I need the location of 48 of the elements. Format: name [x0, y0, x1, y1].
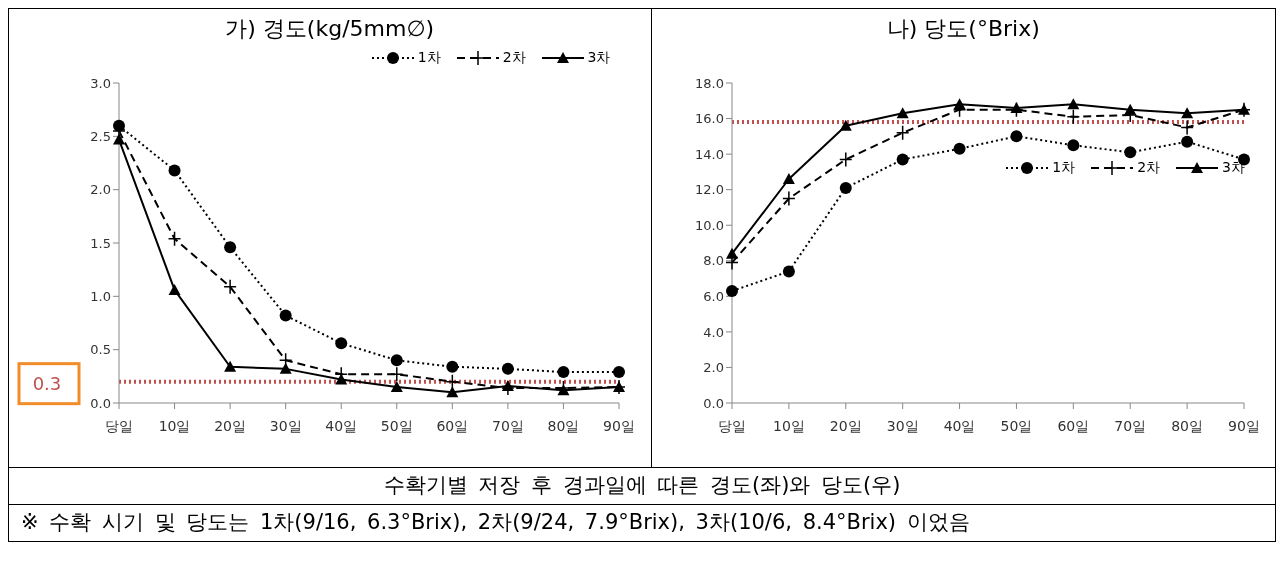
x-tick-label: 30일 — [886, 417, 919, 434]
x-tick-label: 30일 — [269, 417, 302, 434]
text: 0.3 — [32, 372, 62, 394]
x-tick-label: 10일 — [158, 417, 191, 434]
y-tick-label: 18.0 — [694, 75, 724, 91]
x-tick-label: 40일 — [325, 417, 358, 434]
y-tick-label: 1.0 — [90, 288, 111, 304]
x-tick-label: 50일 — [380, 417, 413, 434]
x-tick-label: 90일 — [603, 417, 635, 434]
text: 수확기별 저장 후 경과일에 따른 경도(좌)와 당도(우) — [382, 472, 902, 499]
legend-label: 1차 — [1052, 159, 1076, 177]
y-tick-label: 0.0 — [90, 395, 111, 411]
x-tick-label: 50일 — [1000, 417, 1032, 434]
chart-title: 나) 당도(°Brix) — [885, 15, 1041, 43]
y-tick-label: 10.0 — [694, 217, 724, 233]
x-tick-label: 당일 — [105, 417, 133, 434]
legend-label: 2차 — [502, 49, 526, 67]
x-tick-label: 20일 — [829, 417, 862, 434]
y-tick-label: 16.0 — [694, 111, 724, 127]
x-tick-label: 10일 — [772, 417, 805, 434]
y-tick-label: 0.5 — [90, 342, 111, 358]
y-tick-label: 3.0 — [90, 75, 111, 91]
x-tick-label: 60일 — [1056, 417, 1089, 434]
x-tick-label: 90일 — [1227, 417, 1260, 434]
x-tick-label: 40일 — [943, 417, 975, 434]
x-tick-label: 80일 — [1170, 417, 1203, 434]
y-tick-label: 1.5 — [90, 235, 111, 251]
text: ※ 수확 시기 및 당도는 1차(9/16, 6.3°Brix), 2차(9/24, 7.9°Brix), 3차(10/6, 8.4°Brix) 이었음 — [9, 504, 1275, 541]
x-tick-label: 80일 — [547, 417, 580, 434]
x-tick-label: 70일 — [491, 417, 524, 434]
x-tick-label: 60일 — [436, 417, 469, 434]
y-tick-label: 14.0 — [694, 146, 724, 162]
legend-label: 2차 — [1137, 159, 1161, 177]
y-tick-label: 2.0 — [702, 360, 724, 376]
y-tick-label: 2.5 — [90, 128, 111, 144]
y-tick-label: 6.0 — [702, 288, 724, 304]
y-tick-label: 12.0 — [694, 182, 724, 198]
y-tick-label: 2.0 — [90, 182, 111, 198]
x-tick-label: 70일 — [1113, 417, 1146, 434]
x-tick-label: 당일 — [717, 417, 746, 434]
chart-title: 가) 경도(kg/5mm∅) — [225, 16, 435, 41]
y-tick-label: 4.0 — [702, 324, 724, 340]
legend-label: 3차 — [1222, 159, 1245, 177]
legend-label: 1차 — [417, 49, 441, 67]
x-tick-label: 20일 — [214, 417, 247, 434]
legend-label: 3차 — [587, 49, 611, 67]
y-tick-label: 0.0 — [702, 395, 724, 411]
y-tick-label: 8.0 — [702, 253, 724, 269]
